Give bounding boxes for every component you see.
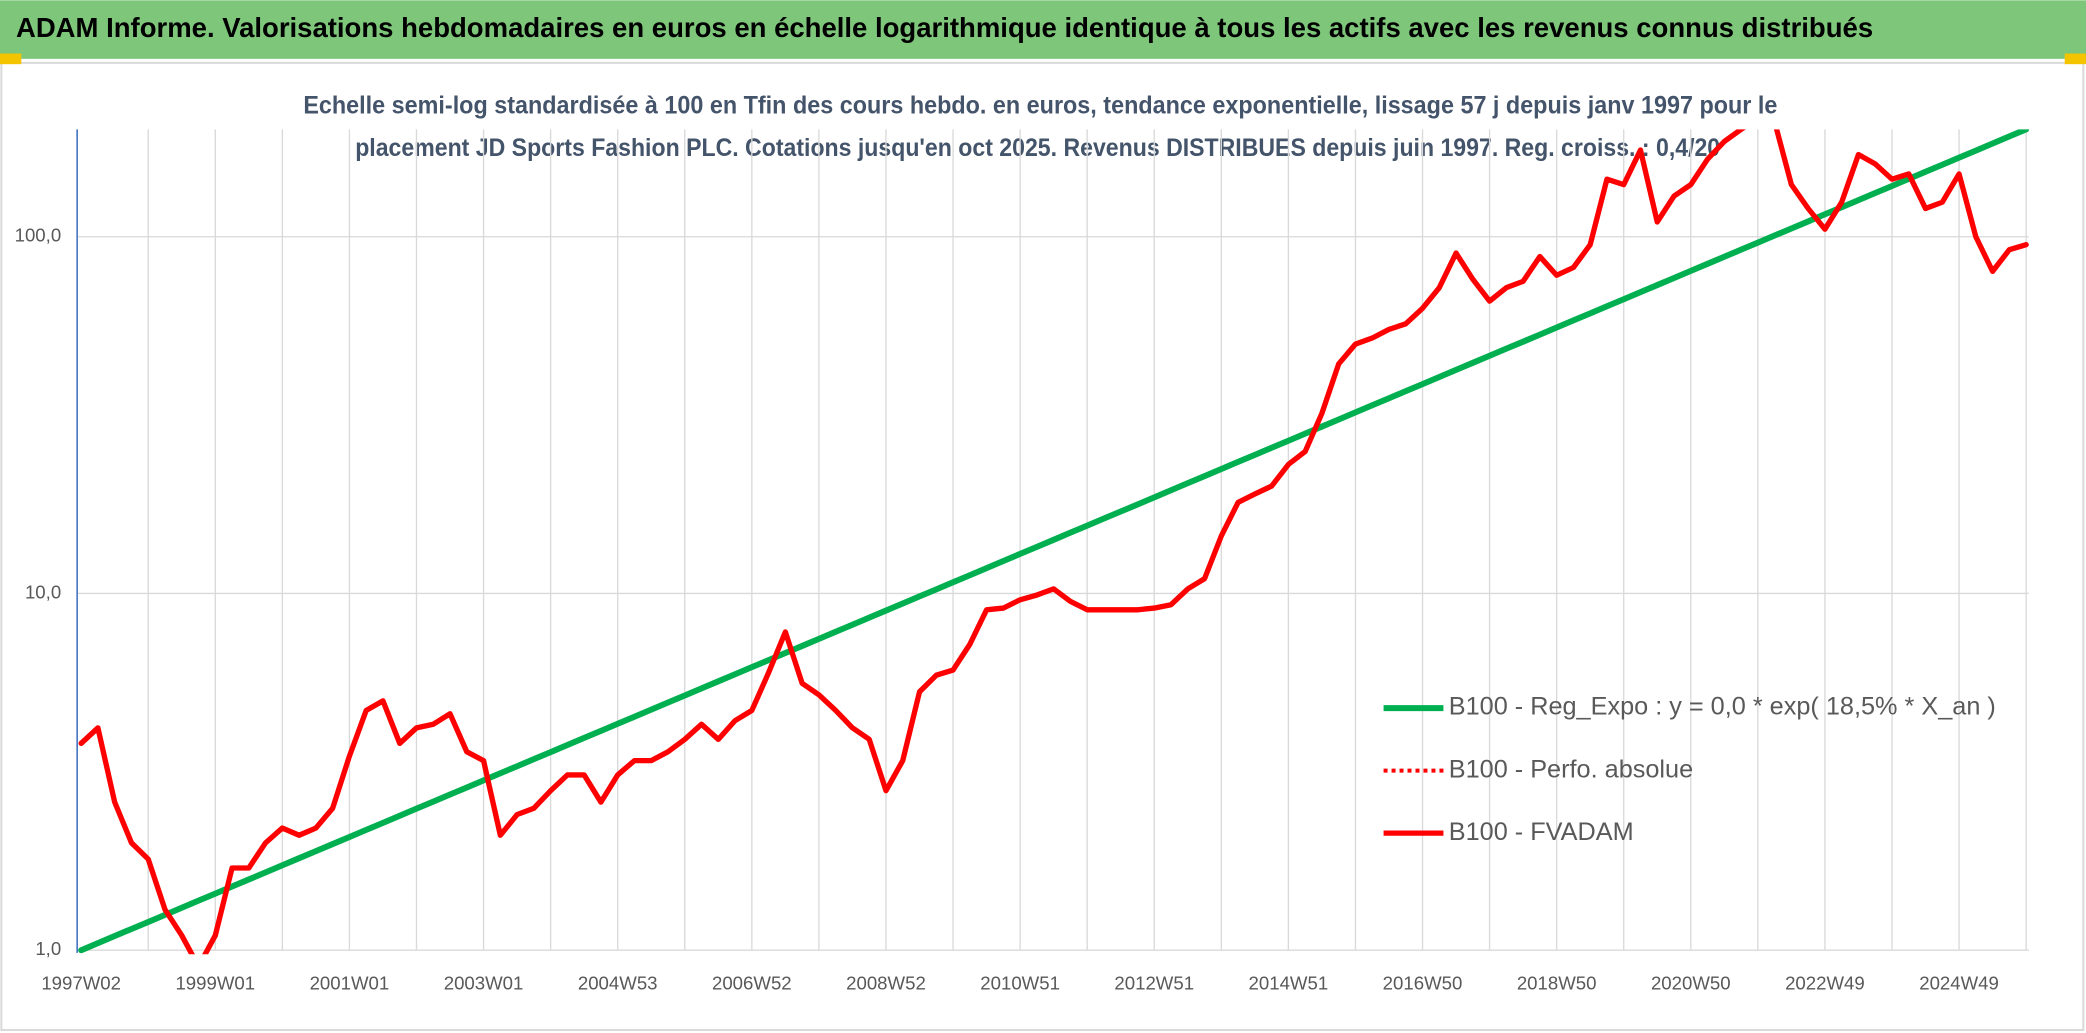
x-tick-label: 2008W52: [846, 973, 926, 994]
chart-subtitle: placement JD Sports Fashion PLC. Cotatio…: [355, 134, 1720, 162]
labels: 1,0 10,0 100,0 1997W02 1999W01 2001W01 2003W01…: [15, 225, 1999, 994]
x-tick-label: 2006W52: [712, 973, 792, 994]
x-tick-label: 2004W53: [578, 973, 658, 994]
x-tick-label: 1997W02: [41, 973, 121, 994]
x-tick-label: 2014W51: [1249, 973, 1329, 994]
legend-label: B100 - Perfo. absolue: [1449, 755, 1693, 783]
plot-area: [78, 129, 2030, 955]
x-tick-label: 2016W50: [1383, 973, 1463, 994]
x-tick-label: 2018W50: [1517, 973, 1597, 994]
x-tick-label: 2024W49: [1919, 973, 1999, 994]
y-tick-label: 10,0: [25, 581, 61, 602]
x-tick-label: 2003W01: [444, 973, 524, 994]
y-tick-label: 100,0: [15, 225, 62, 246]
header-band: [0, 0, 2086, 59]
x-tick-label: 2012W51: [1114, 973, 1194, 994]
x-tick-label: 2022W49: [1785, 973, 1865, 994]
data-line: [78, 129, 2029, 955]
corner-right: [2064, 53, 2086, 65]
data-line: [78, 129, 2030, 954]
grid: [77, 129, 2029, 951]
chart-title: ADAM Informe. Valorisations hebdomadaire…: [16, 12, 1873, 43]
x-tick-label: 2010W51: [980, 973, 1060, 994]
corner-left: [0, 53, 22, 65]
y-tick-label: 1,0: [35, 938, 61, 959]
legend-label: B100 - Reg_Expo : y = 0,0 * exp( 18,5% *…: [1449, 693, 1996, 721]
x-tick-label: 2001W01: [310, 973, 390, 994]
legend: B100 - Reg_Expo : y = 0,0 * exp( 18,5% *…: [1383, 693, 1996, 846]
x-tick-label: 2020W50: [1651, 973, 1731, 994]
legend-label: B100 - FVADAM: [1449, 818, 1634, 846]
x-tick-label: 1999W01: [175, 973, 255, 994]
chart-subtitle: Echelle semi-log standardisée à 100 en T…: [303, 91, 1777, 119]
